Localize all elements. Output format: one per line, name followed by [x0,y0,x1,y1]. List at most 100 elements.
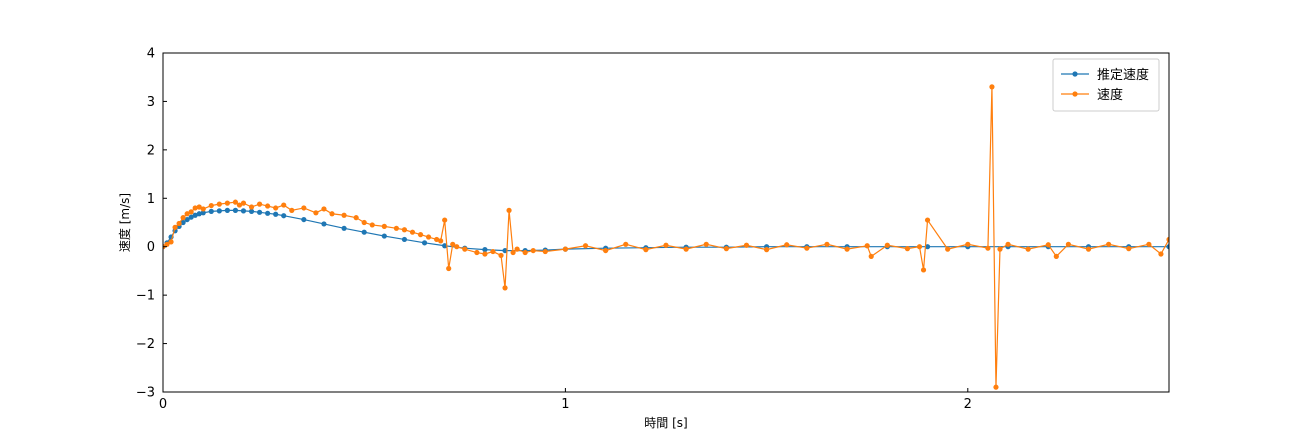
y-tick-label: 1 [147,192,155,207]
data-point [482,247,488,253]
data-point [1005,241,1011,247]
data-point [498,252,504,259]
data-point [361,219,367,226]
data-point [454,244,460,250]
data-point [506,207,512,213]
data-point [188,209,194,215]
data-point [321,221,327,227]
data-point [265,203,271,209]
data-point [180,215,186,221]
data-point [361,229,367,235]
data-point [381,233,387,239]
data-point [232,199,239,205]
y-tick-label: −1 [136,289,155,304]
data-point [180,219,186,226]
y-tick-label: 4 [147,47,155,62]
data-point [784,242,790,248]
data-point [514,246,520,252]
data-point [924,244,931,250]
data-point [248,204,255,210]
data-point [381,223,387,229]
data-point [643,247,649,253]
data-point [281,213,287,219]
data-point [313,210,319,216]
data-point [232,207,239,213]
data-point [989,84,995,90]
data-point [442,243,448,249]
data-point [1166,244,1169,250]
series-2 [163,84,1169,390]
data-point [1106,241,1112,247]
data-point [192,212,198,218]
data-point [1065,241,1071,247]
y-tick-label: 2 [147,143,155,158]
data-point [256,209,263,215]
data-point [196,204,202,210]
y-tick-label: −3 [136,386,155,401]
data-point [224,207,230,213]
data-point [490,248,496,255]
data-point [562,246,569,252]
data-point [920,267,927,273]
data-point [321,206,327,212]
series-layer [163,84,1169,390]
data-point [192,205,198,211]
data-point [1025,246,1031,252]
data-point [442,217,448,223]
x-axis-label: 時間 [s] [644,416,687,430]
y-tick-label: 0 [147,240,155,255]
data-point [289,207,295,213]
y-tick-label: −2 [136,337,155,352]
data-point [216,201,222,207]
data-point [265,210,271,216]
data-point [438,238,444,244]
data-point [236,202,243,208]
data-point [997,246,1003,252]
data-point [421,240,428,246]
data-point [208,208,214,214]
data-point [248,208,255,214]
data-point [200,206,206,212]
data-point [522,249,528,256]
data-point [623,241,629,247]
data-point [240,200,247,206]
data-point [393,225,399,231]
legend-item: 推定速度 [1061,67,1149,83]
data-point [603,247,609,254]
data-point [369,222,375,228]
data-point [409,229,416,235]
legend-marker [1072,71,1078,77]
data-point [965,241,971,247]
data-point [804,245,810,251]
data-point [1126,246,1132,252]
data-point [417,232,424,238]
x-tick-label: 1 [561,397,569,412]
data-point [224,200,230,206]
data-point [188,214,194,220]
data-point [1045,242,1051,248]
data-point [401,236,408,243]
data-point [273,205,279,211]
plot-area [163,84,1169,390]
y-tick-label: 3 [147,95,155,110]
data-point [256,201,263,207]
x-tick-label: 0 [159,397,167,412]
x-tick-label: 2 [964,397,972,412]
data-point [985,245,991,251]
data-point [542,248,548,255]
data-point [434,236,440,243]
data-point [864,243,870,249]
data-point [1146,241,1152,247]
data-point [208,202,214,209]
y-axis-label: 速度 [m/s] [117,193,132,252]
legend-label: 推定速度 [1097,67,1149,83]
data-point [353,215,359,221]
data-point [868,253,874,259]
data-point [450,241,456,247]
data-point [281,202,287,208]
data-point [723,246,729,252]
data-point [824,241,830,247]
data-point [329,211,335,217]
